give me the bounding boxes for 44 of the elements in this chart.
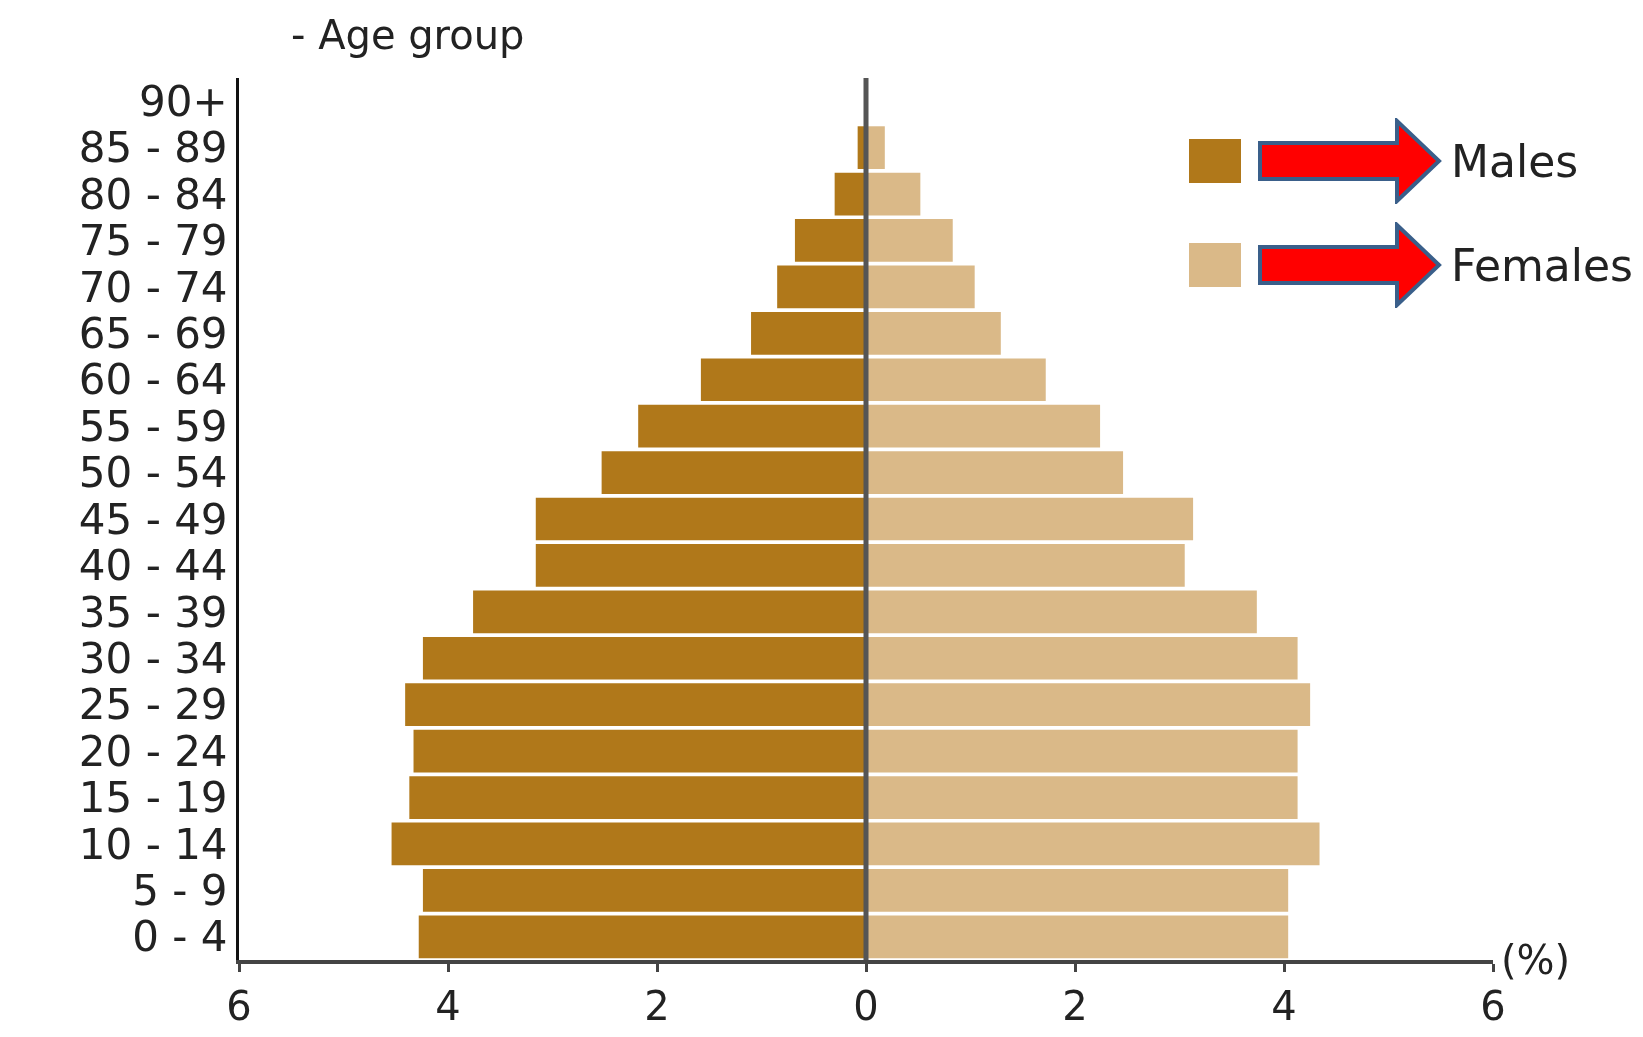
bar bbox=[866, 219, 953, 262]
bar bbox=[777, 265, 866, 309]
x-tick-label: 0 bbox=[853, 983, 879, 1029]
bar bbox=[866, 544, 1185, 587]
text: Males bbox=[1450, 135, 1579, 187]
bar bbox=[535, 544, 866, 587]
y-tick-label: 90+ bbox=[138, 76, 228, 126]
bar bbox=[834, 172, 866, 216]
bar bbox=[866, 311, 1001, 355]
x-axis-title: (%) bbox=[1501, 937, 1571, 983]
bar bbox=[751, 311, 866, 355]
bar bbox=[866, 822, 1320, 866]
bar bbox=[422, 869, 866, 912]
bar bbox=[866, 497, 1194, 541]
text: Females bbox=[1450, 239, 1633, 291]
bar bbox=[405, 683, 866, 727]
bar bbox=[866, 265, 975, 309]
y-axis-title: - Age group bbox=[291, 12, 525, 58]
bar bbox=[638, 404, 866, 448]
bar bbox=[866, 776, 1298, 819]
x-tick-label: 6 bbox=[1480, 983, 1506, 1029]
bar bbox=[794, 219, 866, 262]
bar bbox=[473, 590, 866, 634]
bar bbox=[535, 497, 866, 541]
bar bbox=[866, 869, 1289, 912]
bar bbox=[866, 729, 1298, 773]
bar bbox=[866, 636, 1298, 680]
bar bbox=[409, 776, 866, 819]
bar bbox=[866, 172, 921, 216]
bar bbox=[866, 683, 1311, 727]
bar bbox=[422, 636, 866, 680]
x-tick-label: 4 bbox=[1271, 983, 1297, 1029]
bar bbox=[866, 404, 1101, 448]
bar bbox=[866, 451, 1124, 494]
x-tick-label: 2 bbox=[1062, 983, 1088, 1029]
x-tick-label: 2 bbox=[644, 983, 670, 1029]
bar bbox=[413, 729, 866, 773]
bar bbox=[866, 358, 1046, 402]
x-tick-label: 6 bbox=[226, 983, 252, 1029]
bar bbox=[391, 822, 866, 866]
bar bbox=[601, 451, 866, 494]
bar bbox=[866, 590, 1257, 634]
bar bbox=[700, 358, 866, 402]
x-tick-label: 4 bbox=[435, 983, 461, 1029]
